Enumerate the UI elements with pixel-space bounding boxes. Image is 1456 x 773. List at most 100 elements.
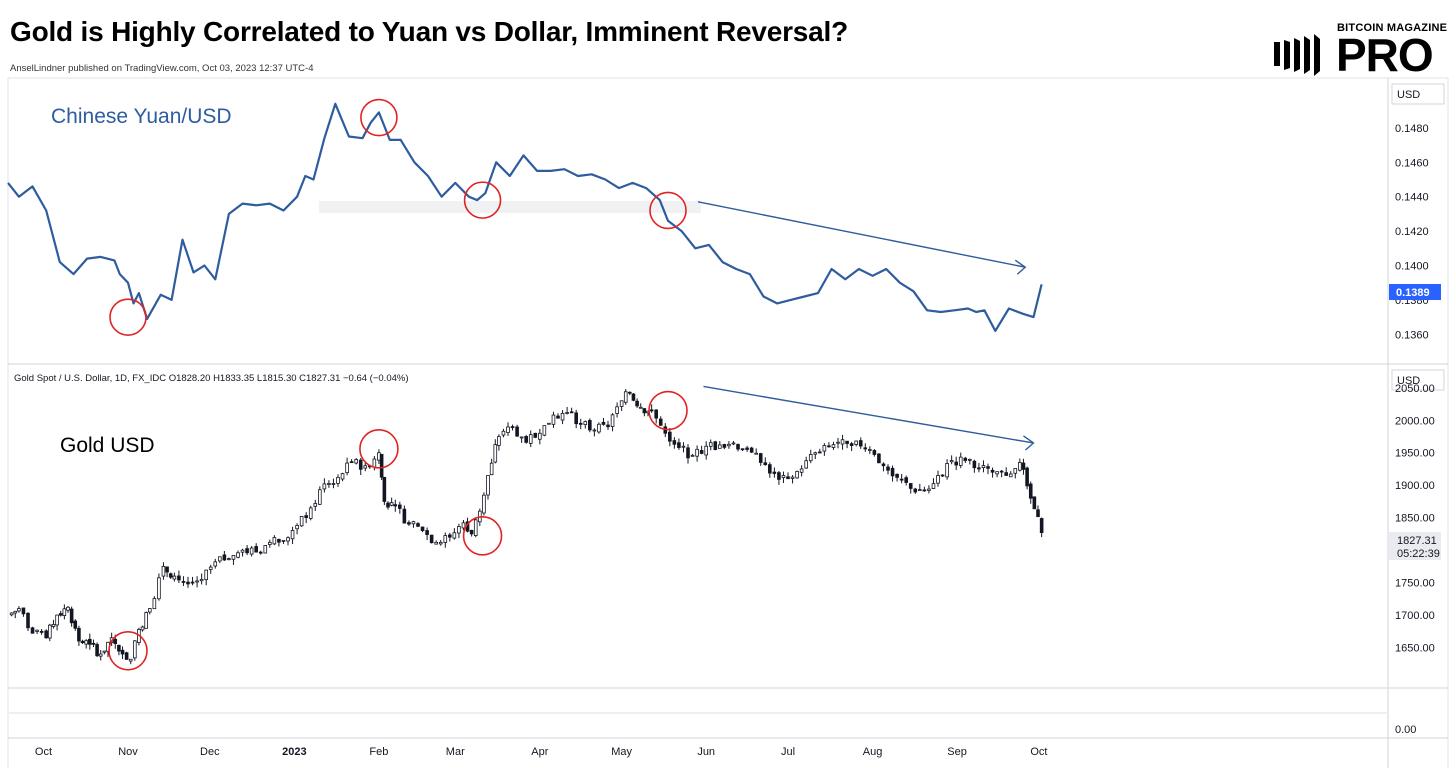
gold-currency-box[interactable]	[1391, 369, 1445, 391]
gold-candle	[416, 523, 420, 527]
gold-countdown: 05:22:39	[1397, 548, 1440, 560]
gold-candle	[635, 400, 639, 407]
gold-candle	[981, 465, 986, 468]
gold-candle	[681, 445, 686, 448]
gold-candle	[718, 444, 722, 449]
gold-candle	[124, 652, 129, 660]
gold-currency-label: USD	[1397, 375, 1420, 387]
gold-candle	[113, 638, 118, 644]
gold-candle	[560, 412, 565, 421]
gold-candle	[913, 488, 918, 493]
gold-candle	[799, 468, 804, 473]
time-axis-label: 2023	[282, 746, 306, 758]
yuan-arrow-head	[1014, 259, 1027, 275]
time-axis-label: Aug	[863, 746, 883, 758]
gold-candle	[393, 504, 398, 507]
gold-candle	[849, 443, 854, 446]
gold-candle	[327, 483, 331, 485]
gold-candle	[677, 442, 681, 448]
gold-candle	[510, 426, 515, 429]
time-axis-label: Sep	[947, 746, 967, 758]
gold-candle	[827, 445, 831, 448]
gold-candle	[619, 400, 624, 407]
gold-candle	[199, 578, 204, 582]
gold-y-tick: 1700.00	[1395, 610, 1435, 622]
gold-candle	[615, 406, 619, 414]
yuan-highlight-circle	[463, 181, 502, 219]
gold-candle	[9, 612, 14, 616]
gold-candle	[1039, 518, 1044, 533]
gold-candle	[658, 418, 663, 426]
gold-candle	[1028, 483, 1033, 499]
gold-candle	[515, 426, 519, 437]
gold-candle	[918, 489, 922, 492]
yuan-last-price: 0.1389	[1396, 287, 1430, 299]
logo-bars-icon	[1274, 34, 1320, 76]
gold-candle	[372, 458, 377, 468]
gold-candle	[945, 463, 949, 478]
gold-candle	[313, 503, 318, 507]
gold-candle	[227, 558, 231, 560]
gold-candle	[986, 466, 990, 469]
gold-candle	[740, 448, 745, 451]
gold-candle	[895, 473, 899, 478]
gold-candle	[349, 461, 354, 464]
gold-candle	[501, 430, 506, 436]
gold-candle	[538, 432, 542, 440]
yuan-trend-arrow	[697, 201, 1026, 268]
yuan-series-group	[7, 98, 1043, 336]
gold-candle	[931, 483, 936, 489]
gold-candle	[963, 457, 968, 461]
gold-candle	[379, 453, 384, 478]
gold-candle	[654, 409, 658, 419]
gold-candle	[58, 613, 63, 616]
gold-candle	[345, 462, 349, 474]
gold-candle	[181, 581, 186, 583]
gold-candle	[336, 477, 340, 484]
gold-candle	[578, 422, 583, 425]
yuan-highlight-circle	[649, 191, 687, 230]
gold-candle	[940, 474, 945, 477]
gold-candle	[448, 534, 452, 538]
gold-candle	[73, 620, 78, 629]
gold-candle	[190, 581, 195, 584]
gold-candle	[62, 608, 67, 616]
gold-highlight-circle	[462, 516, 503, 556]
gold-candle	[690, 454, 695, 457]
gold-trend-arrow	[703, 385, 1034, 444]
gold-highlight-circle	[359, 429, 399, 469]
gold-candle	[954, 461, 958, 466]
price-scale-group: 0.13600.13800.14000.14200.14400.14600.14…	[1395, 123, 1435, 655]
gold-candle	[686, 447, 690, 459]
gold-candle	[39, 631, 44, 633]
gold-candle	[177, 575, 181, 581]
gold-candle	[363, 465, 368, 469]
gold-candle	[195, 580, 199, 583]
gold-candle	[777, 472, 781, 480]
gold-candle	[1036, 509, 1040, 517]
gold-candle	[254, 546, 258, 553]
gold-candle	[972, 460, 977, 469]
yuan-last-price-box	[1389, 284, 1441, 300]
gold-candle	[66, 606, 70, 611]
gold-candle	[999, 470, 1004, 473]
yuan-y-tick: 0.1440	[1395, 192, 1429, 204]
gold-panel-label: Gold USD	[60, 434, 155, 457]
gold-candle	[699, 450, 704, 454]
time-axis-label: Jun	[697, 746, 715, 758]
gold-candle	[17, 608, 21, 612]
gold-candle	[583, 421, 588, 425]
gold-candle	[949, 460, 954, 463]
gold-candle	[695, 448, 699, 457]
gold-candle	[749, 447, 754, 453]
gold-candle	[623, 391, 628, 403]
gold-candle	[872, 450, 877, 455]
gold-candle	[631, 393, 636, 401]
gold-candle	[398, 504, 402, 509]
yuan-currency-box[interactable]	[1391, 83, 1445, 105]
gold-candle	[601, 421, 606, 425]
logo-main-text: PRO	[1336, 29, 1434, 81]
gold-candle	[574, 412, 578, 425]
gold-y-tick: 1750.00	[1395, 578, 1435, 590]
